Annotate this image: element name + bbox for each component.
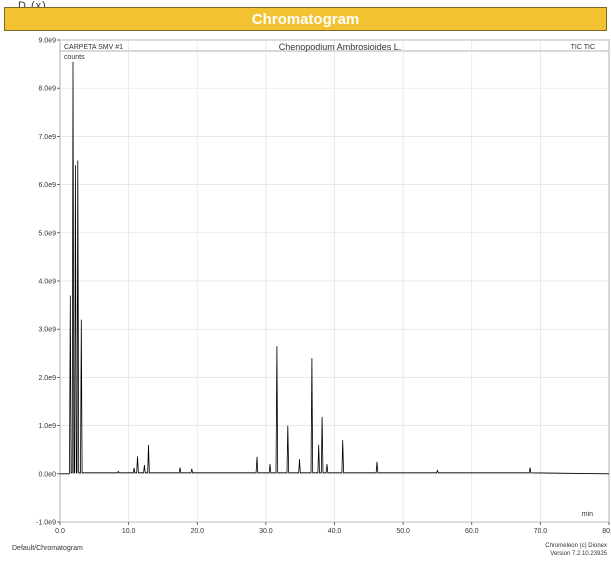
y-axis-ticks: -1.0e9 0.0e0 1.0e9 2.0e9 3.0e9 4.0e9 5.0e9 6.0e… [36,38,60,527]
footer-left-label: Default/Chromatogram [12,545,83,552]
x-tick-label: 50.0 [396,528,410,535]
footer-right-line2: Version 7.2.10.23925 [550,551,607,557]
x-tick-label: 60.0 [465,528,479,535]
y-tick-label: 7.0e9 [38,134,56,141]
x-tick-label: 0.0 [55,528,65,535]
y-tick-label: 1.0e9 [38,423,56,430]
y-tick-label: 5.0e9 [38,230,56,237]
x-tick-label: 70.0 [534,528,548,535]
y-tick-label: 2.0e9 [38,375,56,382]
chromatogram-banner: Chromatogram [4,7,607,31]
y-tick-label: 9.0e9 [38,38,56,45]
run-label: CARPETA SMV #1 [64,44,123,51]
y-tick-label: 0.0e0 [38,471,56,478]
x-tick-label: 20.0 [190,528,204,535]
x-tick-label: 40.0 [328,528,342,535]
chart-title: Chenopodium Ambrosioides L. [279,42,402,52]
footer-right-label: Chromeleon (c) Dionex Version 7.2.10.239… [545,542,607,558]
y-tick-label: 6.0e9 [38,182,56,189]
trace-label: TIC TIC [571,44,595,51]
x-tick-label: 30.0 [259,528,273,535]
x-tick-label: 80.0 [602,528,611,535]
chromatogram-chart: -1.0e9 0.0e0 1.0e9 2.0e9 3.0e9 4.0e9 5.0e9 6.0e… [36,38,611,536]
y-tick-label: 3.0e9 [38,327,56,334]
chromatogram-trace [60,61,610,475]
y-axis-label: counts [64,54,85,61]
y-tick-label: 4.0e9 [38,279,56,286]
y-tick-label: 8.0e9 [38,86,56,93]
x-axis-ticks: 0.0 10.0 20.0 30.0 40.0 50.0 60.0 70.0 80.0 [55,522,611,535]
x-axis-label: min [582,511,593,518]
y-tick-label: -1.0e9 [36,520,56,527]
x-tick-label: 10.0 [122,528,136,535]
banner-title: Chromatogram [251,10,360,28]
footer-right-line1: Chromeleon (c) Dionex [545,543,607,549]
